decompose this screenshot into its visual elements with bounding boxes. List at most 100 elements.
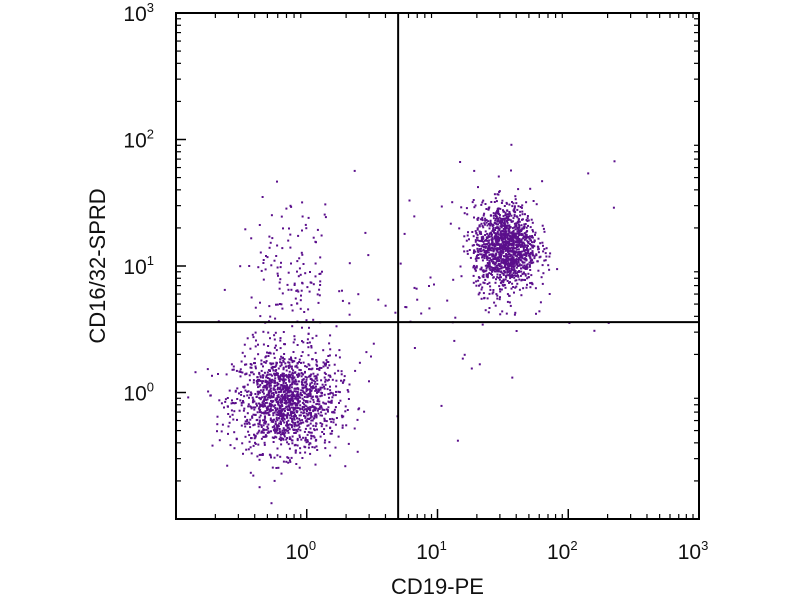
- data-point-cluster-2: [525, 286, 528, 289]
- data-point-cluster-1: [278, 380, 281, 383]
- data-point-cluster-2: [533, 239, 536, 242]
- data-point-cluster-1: [247, 390, 250, 393]
- data-point-cluster-1: [265, 384, 268, 387]
- data-point-cluster-1: [273, 393, 275, 396]
- data-point-cluster-1: [235, 369, 238, 372]
- data-point-cluster-2: [478, 291, 481, 294]
- data-point-cluster-3: [251, 333, 254, 336]
- data-point-cluster-1: [271, 409, 274, 412]
- data-point-cluster-1: [310, 415, 313, 418]
- data-point-cluster-1: [317, 412, 320, 415]
- data-point-cluster-1: [301, 340, 303, 343]
- data-point-cluster-2: [499, 207, 502, 210]
- data-point-cluster-3: [299, 299, 302, 302]
- data-point-cluster-2: [519, 254, 522, 257]
- data-point-cluster-1: [266, 398, 269, 401]
- data-point-cluster-2: [503, 260, 506, 263]
- data-point-cluster-2: [485, 245, 488, 248]
- data-point-cluster-2: [488, 292, 491, 295]
- data-point-cluster-1: [278, 422, 281, 425]
- data-point-cluster-2: [482, 237, 485, 240]
- data-point-cluster-2: [510, 268, 513, 271]
- data-point-cluster-1: [275, 400, 278, 403]
- data-point-cluster-2: [513, 276, 516, 279]
- data-point-cluster-1: [296, 411, 298, 414]
- data-point-cluster-1: [258, 402, 260, 405]
- data-point-cluster-1: [286, 412, 289, 415]
- data-point-cluster-1: [309, 409, 312, 412]
- data-point-cluster-1: [273, 372, 276, 375]
- data-point-cluster-3: [281, 292, 284, 295]
- data-point-cluster-1: [290, 367, 293, 370]
- data-point-cluster-2: [483, 251, 486, 254]
- data-point-cluster-2: [501, 284, 504, 286]
- data-point-cluster-1: [290, 386, 293, 389]
- data-point-cluster-2: [549, 252, 552, 255]
- data-point-cluster-2: [488, 227, 491, 230]
- data-point-cluster-2: [488, 245, 490, 248]
- y-tick-label: 100: [123, 380, 154, 406]
- data-point-cluster-1: [301, 381, 304, 384]
- data-point-cluster-2: [497, 264, 500, 266]
- data-point-cluster-2: [498, 259, 501, 261]
- data-point-cluster-1: [290, 456, 293, 459]
- data-point-cluster-1: [269, 396, 272, 399]
- data-point-cluster-1: [298, 358, 301, 361]
- data-point-cluster-2: [505, 248, 508, 251]
- data-point-cluster-3: [276, 272, 279, 275]
- data-point-cluster-1: [305, 385, 308, 388]
- data-point-cluster-1: [315, 334, 318, 337]
- data-point-cluster-2: [527, 276, 530, 279]
- data-point-cluster-1: [315, 395, 318, 398]
- data-point-cluster-2: [513, 205, 516, 208]
- data-point-cluster-2: [484, 243, 487, 246]
- data-point-cluster-1: [289, 365, 292, 368]
- data-point-cluster-1: [314, 408, 317, 411]
- data-point-cluster-4: [370, 355, 372, 358]
- data-point-cluster-2: [481, 286, 484, 289]
- data-point-cluster-2: [479, 283, 482, 286]
- data-point-cluster-1: [279, 361, 282, 364]
- data-point-cluster-1: [287, 408, 289, 411]
- data-point-cluster-1: [258, 458, 261, 461]
- data-point-cluster-1: [258, 416, 261, 419]
- data-point-cluster-4: [498, 260, 501, 263]
- data-point-cluster-2: [522, 257, 525, 260]
- data-point-cluster-1: [216, 415, 219, 418]
- data-point-cluster-2: [512, 272, 515, 275]
- data-point-cluster-1: [315, 445, 318, 448]
- data-point-cluster-1: [314, 380, 317, 383]
- data-point-cluster-2: [516, 251, 519, 254]
- data-point-cluster-3: [320, 234, 323, 237]
- data-point-cluster-1: [316, 373, 319, 376]
- data-point-cluster-1: [244, 363, 246, 366]
- data-point-cluster-1: [276, 425, 279, 428]
- data-point-cluster-1: [292, 377, 295, 379]
- data-point-cluster-1: [254, 413, 257, 416]
- data-point-cluster-1: [296, 430, 299, 433]
- data-point-cluster-2: [514, 247, 517, 250]
- x-tick-label: 101: [416, 538, 447, 564]
- data-point-cluster-1: [294, 396, 297, 399]
- data-point-cluster-2: [542, 244, 544, 247]
- data-point-cluster-2: [535, 203, 538, 206]
- data-point-cluster-1: [286, 394, 289, 397]
- data-point-cluster-2: [496, 248, 499, 251]
- data-point-cluster-2: [496, 250, 499, 253]
- data-point-cluster-2: [520, 294, 523, 297]
- data-point-cluster-2: [480, 266, 483, 269]
- data-point-cluster-1: [258, 385, 261, 388]
- data-point-cluster-2: [474, 240, 477, 243]
- data-point-cluster-1: [307, 363, 310, 366]
- data-point-cluster-1: [265, 412, 268, 415]
- data-point-cluster-2: [478, 244, 481, 247]
- data-point-cluster-1: [305, 376, 308, 379]
- data-point-cluster-1: [294, 431, 297, 434]
- data-point-cluster-2: [500, 220, 503, 223]
- data-point-cluster-2: [524, 249, 527, 251]
- data-point-cluster-2: [485, 257, 488, 259]
- data-point-cluster-2: [493, 244, 496, 247]
- data-point-cluster-2: [483, 249, 486, 252]
- data-point-cluster-2: [510, 169, 512, 172]
- data-point-cluster-1: [314, 413, 317, 416]
